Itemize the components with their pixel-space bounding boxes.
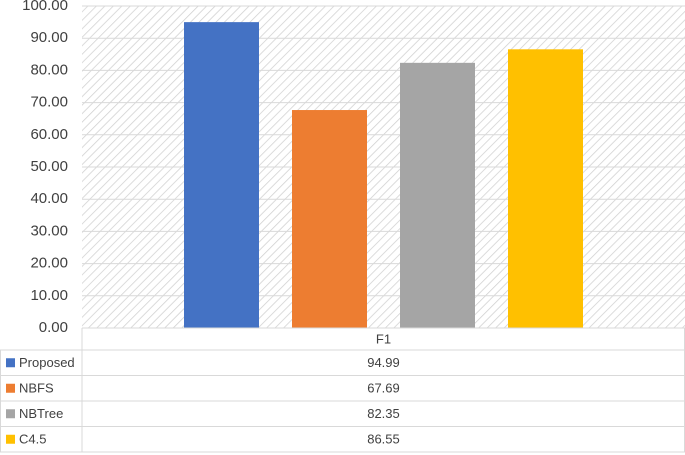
table-header: F1: [376, 331, 391, 346]
bar: [508, 49, 583, 329]
legend-label: NBFS: [19, 381, 54, 396]
bar: [184, 22, 259, 328]
legend-label: C4.5: [19, 432, 46, 447]
legend-label: Proposed: [19, 355, 75, 370]
y-tick-label: 100.00: [22, 0, 68, 14]
bar: [400, 62, 475, 328]
legend-swatch: [6, 409, 15, 419]
table-value: 86.55: [367, 432, 400, 447]
y-tick-label: 60.00: [30, 126, 68, 143]
table-value: 82.35: [367, 406, 400, 421]
legend-swatch: [6, 358, 15, 368]
y-tick-label: 40.00: [30, 190, 68, 207]
y-tick-label: 90.00: [30, 29, 68, 46]
y-tick-label: 30.00: [30, 222, 68, 239]
table-value: 67.69: [367, 381, 400, 396]
y-tick-label: 70.00: [30, 94, 68, 111]
bar: [292, 110, 367, 328]
y-tick-label: 0.00: [39, 319, 68, 336]
y-tick-label: 50.00: [30, 158, 68, 175]
y-tick-label: 10.00: [30, 287, 68, 304]
table-value: 94.99: [367, 355, 400, 370]
y-tick-label: 80.00: [30, 61, 68, 78]
legend-label: NBTree: [19, 406, 63, 421]
legend-swatch: [6, 383, 15, 393]
legend-swatch: [6, 434, 15, 444]
y-tick-label: 20.00: [30, 255, 68, 272]
